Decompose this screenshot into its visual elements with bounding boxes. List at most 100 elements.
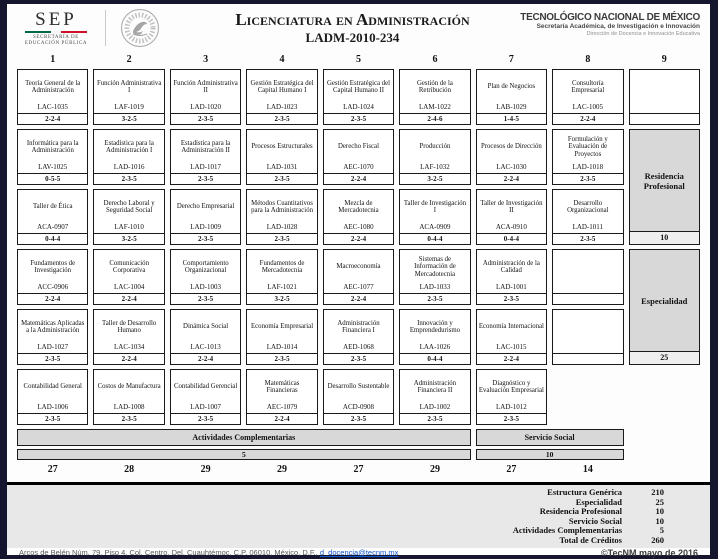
course-credits: 2-3-5 [18,353,88,364]
card-body: Comportamiento Organizacional LAD-1003 [171,250,240,293]
course-credits: 2-3-5 [400,413,470,424]
card-body: Costos de Manufactura LAD-1008 [94,370,163,413]
card-body: Gestión de la Retribución LAM-1022 [400,70,469,113]
document-header: SEP SECRETARÍA DE EDUCACIÓN PÚBLICA Lice… [7,4,710,54]
mexico-eagle-seal-icon [120,8,160,48]
special-block: Residencia Profesional 10 [628,129,700,245]
special-block-label: Especialidad [641,295,688,306]
summary-label: Estructura Genérica [547,487,622,497]
course-card: Estadística para la Administración II LAD… [169,129,242,185]
card-body: Desarrollo Organizacional LAD-1011 [553,190,622,233]
course-code: LAV-1025 [38,163,68,171]
course-code: LAD-1008 [113,403,145,411]
course-name: Desarrollo Sustentable [327,383,390,391]
course-card: Sistemas de Información de Mercadotecnia… [399,249,471,305]
copyright-text: ©TecNM mayo de 2016 [600,547,698,558]
course-card: Derecho Empresarial LAD-1009 2-3-5 [169,189,242,245]
course-name: Derecho Empresarial [176,203,235,211]
card-body: Gestión Estratégica del Capital Humano I… [247,70,316,113]
card-body [630,70,699,113]
course-code: LAC-1015 [496,343,527,351]
course-name: Costos de Manufactura [97,383,161,391]
summary-value: 10 [655,515,665,526]
course-code: LAC-1004 [113,283,145,291]
course-card: Matemáticas Aplicadas a la Administració… [17,309,89,365]
sep-subtitle-1: SECRETARÍA DE [33,34,79,40]
card-body: Mezcla de Mercadotecnia AEC-1080 [324,190,393,233]
credit-summary: Estructura Genérica 210 Especialidad 25 Resi… [7,482,710,548]
course-credits: 2-3-5 [247,173,317,184]
course-credits: 2-3-5 [400,293,470,304]
special-block-credits: 25 [629,351,699,364]
summary-row: Actividades Complementarias 5 [7,526,710,536]
course-card: Derecho Laboral y Seguridad Social LAF-10… [93,189,165,245]
card-body: Comunicación Corporativa LAC-1004 [94,250,163,293]
course-credits: 2-4-6 [400,113,470,124]
course-code: LAD-1003 [190,283,221,291]
card-body: Administración de la Calidad LAD-1001 [477,250,546,293]
course-code: LAB-1029 [496,103,527,111]
course-code: ACA-0910 [495,223,527,231]
card-body: Producción LAF-1032 [400,130,469,173]
sep-logo: SEP SECRETARÍA DE EDUCACIÓN PÚBLICA [17,9,95,47]
course-card: Plan de Negocios LAB-1029 1-4-5 [475,69,548,125]
course-credits: 2-2-4 [476,173,547,184]
course-card: Comportamiento Organizacional LAD-1003 2-3… [169,249,242,305]
course-name: Gestión Estratégica del Capital Humano I… [326,79,391,94]
header-logos: SEP SECRETARÍA DE EDUCACIÓN PÚBLICA [17,8,217,48]
course-code: LAD-1009 [190,223,221,231]
course-name: Matemáticas Aplicadas a la Administració… [21,319,85,334]
card-body [553,250,622,293]
course-card: Fundamentos de Mercadotecnia LAF-1021 3-2-… [246,249,318,305]
course-name: Macroeconomía [336,263,381,271]
summary-row: Estructura Genérica 210 [7,487,710,498]
course-name: Administración Financiera II [413,379,457,394]
course-code: LAD-1002 [419,403,451,411]
course-card: Formulación y Evaluación de Proyectos LAD… [552,129,624,185]
course-name: Desarrollo Organizacional [567,199,609,214]
course-name: Comunicación Corporativa [109,259,149,274]
course-code: AEC-1077 [343,283,374,291]
course-code: LAD-1006 [37,403,69,411]
course-code: LAD-1028 [266,223,298,231]
course-card: Desarrollo Organizacional LAD-1011 2-3-5 [552,189,624,245]
card-body: Innovación y Emprendedurismo LAA-1026 [400,310,469,353]
course-card: Taller de Ética ACA-0907 0-4-4 [17,189,89,245]
course-card: Derecho Fiscal AEC-1070 2-2-4 [322,129,395,185]
column-total: 28 [124,464,135,475]
course-name: Comportamiento Organizacional [182,259,229,274]
course-name: Economía Internacional [478,323,544,331]
column-total: 29 [429,464,440,475]
course-credits [553,293,623,304]
course-code: LAD-1017 [190,163,221,171]
course-credits: 2-3-5 [476,293,547,304]
course-card: Gestión de la Retribución LAM-1022 2-4-6 [399,69,471,125]
course-code: LAD-1014 [266,343,298,351]
course-name: Procesos Estructurales [251,143,313,151]
course-credits: 2-3-5 [247,353,317,364]
card-body: Informática para la Administración LAV-10… [18,130,87,173]
card-body: Administración Financiera I AED-1068 [324,310,393,353]
course-name: Teoría General de la Administración [25,79,81,94]
course-name: Economía Empresarial [251,323,314,331]
course-credits: 0-4-4 [18,233,88,244]
summary-row: Residencia Profesional 10 [7,507,710,517]
special-block: Especialidad 25 [628,249,700,365]
course-name: Estadística para la Administración II [180,139,231,154]
column-total: 29 [200,464,211,475]
course-credits: 2-2-4 [323,233,394,244]
course-credits: 0-4-4 [400,233,470,244]
email-link[interactable]: d_docencia@tecnm.mx [319,548,399,558]
course-card: Matemáticas Financieras AEC-1079 2-2-4 [246,369,318,425]
course-card: Contabilidad General LAD-1006 2-3-5 [17,369,89,425]
course-credits: 3-2-5 [247,293,317,304]
course-credits: 2-3-5 [323,353,394,364]
card-body: Economía Internacional LAC-1015 [477,310,546,353]
course-code: LAF-1021 [267,283,297,291]
course-credits: 2-3-5 [18,413,88,424]
summary-row: Especialidad 25 [7,497,710,508]
course-name [553,250,622,292]
course-name: Contabilidad Gerencial [173,383,238,391]
course-code: LAD-1020 [190,103,221,111]
